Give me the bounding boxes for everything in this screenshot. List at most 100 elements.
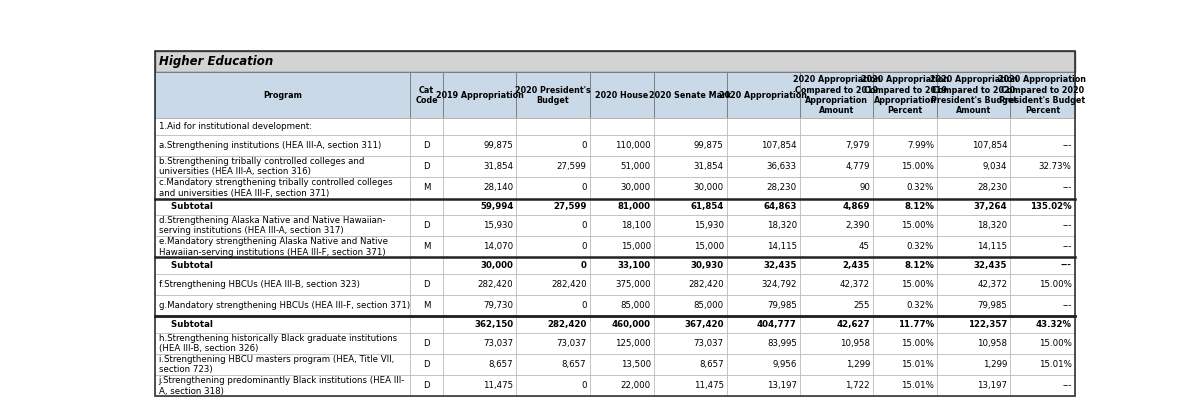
Text: 1.Aid for institutional development:: 1.Aid for institutional development: bbox=[158, 122, 312, 131]
Bar bbox=[727, 258, 800, 274]
Bar bbox=[1010, 354, 1074, 375]
Text: 8,657: 8,657 bbox=[488, 360, 514, 369]
Text: 28,230: 28,230 bbox=[977, 183, 1007, 193]
Text: 15,930: 15,930 bbox=[484, 221, 514, 230]
Bar bbox=[1010, 72, 1074, 119]
Text: a.Strengthening institutions (HEA III-A, section 311): a.Strengthening institutions (HEA III-A,… bbox=[158, 141, 380, 150]
Bar bbox=[1010, 295, 1074, 316]
Bar bbox=[1010, 156, 1074, 177]
Bar bbox=[409, 295, 443, 316]
Bar bbox=[654, 215, 727, 236]
Bar bbox=[727, 333, 800, 354]
Text: 0: 0 bbox=[581, 221, 587, 230]
Bar bbox=[727, 119, 800, 135]
Bar bbox=[589, 236, 654, 258]
Bar bbox=[1010, 316, 1074, 333]
Bar bbox=[727, 156, 800, 177]
Text: 32,435: 32,435 bbox=[974, 261, 1007, 270]
Text: 45: 45 bbox=[859, 243, 870, 251]
Bar bbox=[937, 274, 1010, 295]
Text: 15,000: 15,000 bbox=[620, 243, 650, 251]
Bar bbox=[874, 316, 937, 333]
Bar bbox=[874, 333, 937, 354]
Text: M: M bbox=[422, 301, 430, 310]
Text: 14,115: 14,115 bbox=[767, 243, 797, 251]
Bar bbox=[727, 295, 800, 316]
Bar bbox=[654, 156, 727, 177]
Text: 1,299: 1,299 bbox=[983, 360, 1007, 369]
Text: 8.12%: 8.12% bbox=[905, 202, 934, 211]
Bar bbox=[937, 316, 1010, 333]
Bar bbox=[589, 135, 654, 156]
Text: 32,435: 32,435 bbox=[763, 261, 797, 270]
Bar bbox=[409, 72, 443, 119]
Bar bbox=[443, 333, 516, 354]
Bar bbox=[654, 177, 727, 198]
Text: 15.00%: 15.00% bbox=[901, 280, 934, 289]
Text: 18,320: 18,320 bbox=[767, 221, 797, 230]
Bar bbox=[409, 333, 443, 354]
Bar bbox=[800, 215, 874, 236]
Bar bbox=[937, 258, 1010, 274]
Text: 2020 President's
Budget: 2020 President's Budget bbox=[515, 86, 590, 105]
Bar bbox=[727, 177, 800, 198]
Text: 0.32%: 0.32% bbox=[907, 243, 934, 251]
Bar bbox=[516, 316, 589, 333]
Bar bbox=[937, 177, 1010, 198]
Text: ---: --- bbox=[1062, 381, 1072, 390]
Text: 282,420: 282,420 bbox=[551, 280, 587, 289]
Text: 282,420: 282,420 bbox=[547, 320, 587, 329]
Bar bbox=[1010, 333, 1074, 354]
Bar bbox=[1010, 215, 1074, 236]
Bar bbox=[800, 119, 874, 135]
Bar bbox=[156, 135, 409, 156]
Bar bbox=[654, 375, 727, 396]
Text: 2020 Appropriation
Compared to 2020
President's Budget
Amount: 2020 Appropriation Compared to 2020 Pres… bbox=[930, 75, 1018, 116]
Text: 125,000: 125,000 bbox=[616, 339, 650, 348]
Bar bbox=[727, 354, 800, 375]
Bar bbox=[874, 156, 937, 177]
Bar bbox=[516, 375, 589, 396]
Text: 18,100: 18,100 bbox=[620, 221, 650, 230]
Text: 9,034: 9,034 bbox=[983, 162, 1007, 171]
Text: ---: --- bbox=[1061, 261, 1072, 270]
Text: d.Strengthening Alaska Native and Native Hawaiian-
serving institutions (HEA III: d.Strengthening Alaska Native and Native… bbox=[158, 216, 385, 235]
Bar bbox=[516, 198, 589, 215]
Text: 0: 0 bbox=[581, 141, 587, 150]
Bar bbox=[1010, 274, 1074, 295]
Bar bbox=[443, 119, 516, 135]
Text: D: D bbox=[424, 162, 430, 171]
Bar bbox=[516, 236, 589, 258]
Bar bbox=[654, 354, 727, 375]
Bar bbox=[937, 156, 1010, 177]
Text: 43.32%: 43.32% bbox=[1036, 320, 1072, 329]
Bar bbox=[156, 354, 409, 375]
Bar bbox=[409, 236, 443, 258]
Text: 14,070: 14,070 bbox=[484, 243, 514, 251]
Bar bbox=[409, 375, 443, 396]
Text: 2,390: 2,390 bbox=[846, 221, 870, 230]
Text: 90: 90 bbox=[859, 183, 870, 193]
Bar bbox=[654, 316, 727, 333]
Text: 2020 Appropriation
Compared to 2019
Appropriation
Amount: 2020 Appropriation Compared to 2019 Appr… bbox=[792, 75, 881, 116]
Bar bbox=[1010, 375, 1074, 396]
Text: 110,000: 110,000 bbox=[616, 141, 650, 150]
Text: M: M bbox=[422, 183, 430, 193]
Text: 42,372: 42,372 bbox=[840, 280, 870, 289]
Text: 0.32%: 0.32% bbox=[907, 183, 934, 193]
Bar bbox=[800, 198, 874, 215]
Text: D: D bbox=[424, 141, 430, 150]
Bar bbox=[874, 72, 937, 119]
Bar bbox=[727, 274, 800, 295]
Text: 79,985: 79,985 bbox=[978, 301, 1007, 310]
Text: 15.00%: 15.00% bbox=[901, 162, 934, 171]
Text: 15,000: 15,000 bbox=[694, 243, 724, 251]
Bar bbox=[516, 156, 589, 177]
Bar bbox=[654, 333, 727, 354]
Bar bbox=[800, 72, 874, 119]
Bar bbox=[589, 333, 654, 354]
Text: ---: --- bbox=[1062, 141, 1072, 150]
Text: 51,000: 51,000 bbox=[620, 162, 650, 171]
Text: b.Strengthening tribally controlled colleges and
universities (HEA III-A, sectio: b.Strengthening tribally controlled coll… bbox=[158, 157, 364, 176]
Bar bbox=[516, 258, 589, 274]
